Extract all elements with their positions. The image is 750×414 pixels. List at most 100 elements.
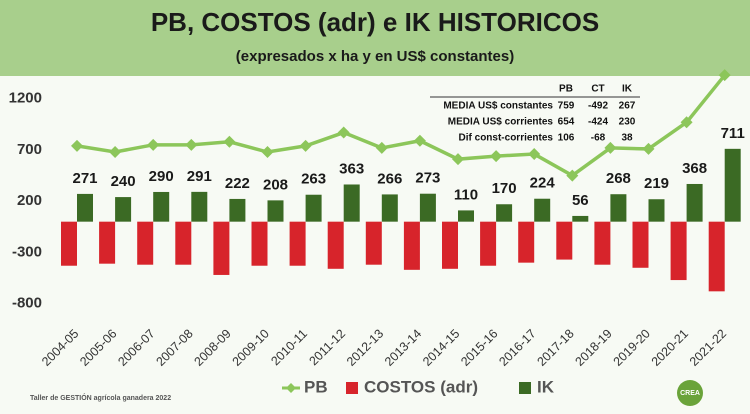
value-label: 263 (301, 171, 326, 188)
bar (175, 221, 192, 265)
value-label: 224 (530, 175, 556, 192)
bar (610, 194, 627, 222)
line-marker (680, 116, 693, 129)
bar (137, 221, 154, 265)
line-marker (452, 153, 464, 166)
line-marker (490, 150, 503, 163)
line-marker (413, 134, 426, 147)
bar (153, 191, 170, 222)
bar (229, 198, 246, 222)
value-label: 222 (225, 175, 250, 192)
value-label: 240 (111, 173, 136, 190)
y-tick-label: 1200 (9, 90, 42, 107)
legend-label: COSTOS (adr) (364, 377, 478, 396)
table-cell: 38 (621, 133, 633, 144)
table-cell: 654 (558, 117, 575, 128)
line-marker (337, 126, 350, 139)
table-cell: 106 (558, 133, 575, 144)
table-cell: 267 (619, 101, 636, 112)
legend-label: IK (537, 377, 555, 396)
y-tick-label: -300 (12, 243, 42, 260)
line-marker (185, 138, 198, 151)
bar (724, 148, 741, 222)
bar (251, 221, 268, 266)
value-label: 271 (72, 170, 97, 187)
bar (458, 210, 474, 222)
legend-swatch (519, 382, 531, 394)
bar (594, 221, 611, 265)
table-row-label: MEDIA US$ corrientes (448, 117, 554, 128)
y-tick-label: 700 (17, 141, 42, 158)
table-cell: -68 (591, 133, 606, 144)
logo-circle (677, 380, 703, 406)
value-label: 56 (572, 192, 589, 209)
line-marker (299, 139, 312, 152)
bar (670, 221, 687, 281)
value-label: 290 (149, 168, 174, 185)
table-header: PB (559, 84, 573, 95)
bar (115, 197, 132, 222)
value-label: 291 (187, 168, 212, 185)
bar (267, 200, 284, 222)
bar (480, 221, 497, 266)
line (76, 74, 727, 178)
bar (419, 193, 436, 222)
table-header: CT (591, 84, 604, 95)
bar (708, 221, 725, 292)
line-marker (71, 139, 83, 152)
value-label: 110 (454, 186, 478, 203)
line-marker (718, 69, 731, 82)
value-label: 368 (682, 160, 707, 177)
line-marker (604, 141, 617, 154)
table-cell: 759 (558, 101, 575, 112)
table-header: IK (622, 84, 633, 95)
table-cell: 230 (619, 117, 636, 128)
value-label: 219 (644, 175, 669, 192)
logo: CREA (680, 390, 700, 397)
table-cell: -424 (588, 117, 608, 128)
bar (518, 221, 535, 263)
bar (556, 221, 573, 260)
line-marker (261, 146, 274, 159)
line-marker (223, 135, 236, 148)
bar (343, 184, 360, 222)
line-marker (528, 148, 541, 161)
table-row-label: MEDIA US$ constantes (443, 101, 553, 112)
title-banner (0, 0, 750, 76)
bar (648, 199, 665, 222)
y-tick-label: 200 (17, 192, 42, 209)
value-label: 208 (263, 176, 288, 193)
line-marker (109, 146, 122, 159)
footer: Taller de GESTIÓN agrícola ganadera 2022 (30, 393, 171, 402)
line-marker (566, 169, 579, 182)
bar (365, 221, 382, 265)
table-cell: -492 (588, 101, 608, 112)
bar (534, 198, 551, 222)
table-row-label: Dif const-corrientes (459, 133, 554, 144)
bar (305, 194, 322, 222)
value-label: 711 (721, 125, 745, 142)
legend-swatch (346, 382, 358, 394)
bar (77, 193, 93, 222)
bar (213, 221, 230, 275)
value-label: 170 (492, 180, 517, 197)
value-label: 266 (377, 170, 402, 187)
legend-label: PB (304, 377, 328, 396)
bar (442, 221, 458, 269)
value-label: 363 (339, 160, 364, 177)
bar (632, 221, 649, 268)
bar (99, 221, 116, 264)
line-marker (642, 142, 655, 155)
y-tick-label: -800 (12, 295, 42, 312)
value-label: 273 (415, 170, 440, 187)
bar (327, 221, 344, 269)
bar (289, 221, 306, 266)
bar (496, 204, 513, 222)
bar (686, 183, 703, 222)
bar (61, 221, 77, 266)
line-marker (147, 138, 160, 151)
legend-marker (286, 383, 296, 393)
bar (403, 221, 420, 270)
bar (572, 215, 589, 222)
